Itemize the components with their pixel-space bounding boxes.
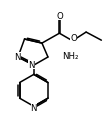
Text: N: N	[14, 52, 21, 61]
Text: O: O	[70, 34, 77, 43]
Text: NH₂: NH₂	[62, 52, 79, 61]
Text: N: N	[31, 103, 37, 112]
Text: O: O	[56, 12, 63, 21]
Text: N: N	[28, 60, 35, 69]
